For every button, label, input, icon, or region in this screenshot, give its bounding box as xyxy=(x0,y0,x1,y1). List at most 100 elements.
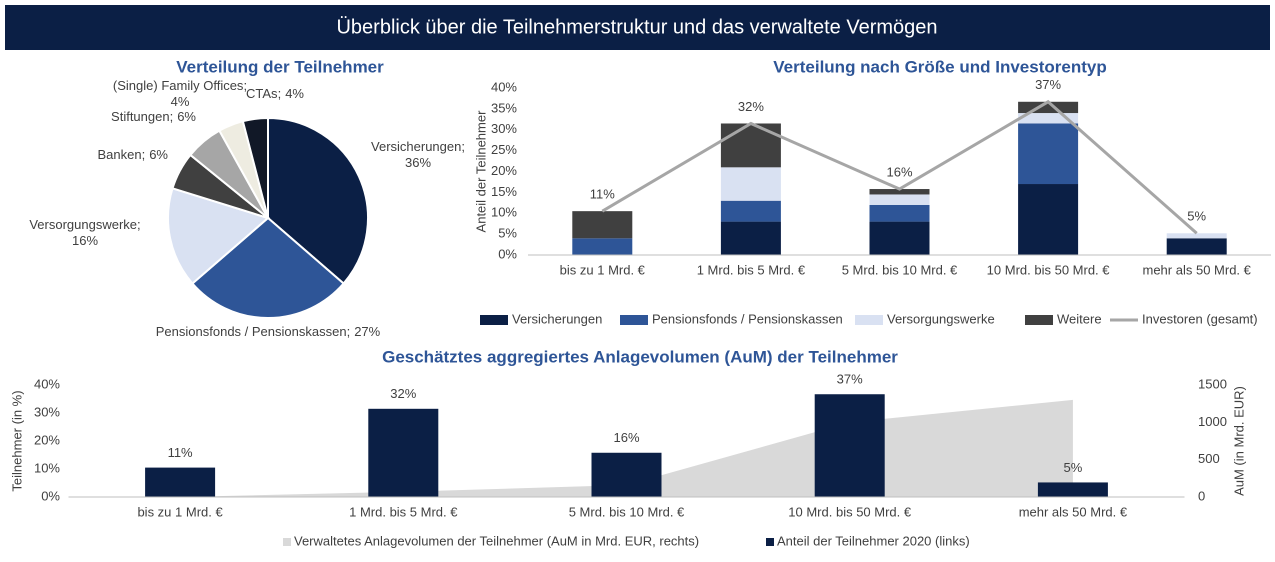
slice-value: 16% xyxy=(72,233,98,248)
y-axis-label: Teilnehmer (in %) xyxy=(9,390,24,491)
legend-swatch xyxy=(1025,315,1053,325)
data-label: 11% xyxy=(168,445,193,460)
y-axis-label: Anteil der Teilnehmer xyxy=(473,110,488,233)
data-label: 32% xyxy=(738,99,764,114)
slice-label: Versorgungswerke; 16% xyxy=(29,217,140,248)
slice-label: CTAs; 4% xyxy=(246,86,304,101)
data-label: 37% xyxy=(1035,77,1061,92)
bar xyxy=(368,408,439,497)
x-tick-label: bis zu 1 Mrd. € xyxy=(137,504,223,519)
legend-swatch xyxy=(855,315,883,325)
y-tick-label: 30% xyxy=(491,121,517,136)
bar xyxy=(720,200,781,222)
slice-value: 6% xyxy=(177,109,196,124)
header-title: Überblick über die Teilnehmerstruktur un… xyxy=(336,16,937,38)
y2-tick-label: 500 xyxy=(1198,451,1220,466)
slice-value: 27% xyxy=(354,324,380,339)
bar xyxy=(720,123,781,168)
bar xyxy=(814,394,885,497)
label-separator: ; xyxy=(137,217,141,232)
label-separator: ; xyxy=(278,86,282,101)
chart-title: Verteilung nach Größe und Investorentyp xyxy=(773,57,1106,76)
data-label: 5% xyxy=(1064,460,1083,475)
bar xyxy=(1018,184,1079,255)
y2-tick-label: 1000 xyxy=(1198,414,1227,429)
y-tick-label: 35% xyxy=(491,100,517,115)
slice-label: Banken; 6% xyxy=(97,147,168,162)
y-tick-label: 40% xyxy=(491,79,517,94)
legend-swatch xyxy=(620,315,648,325)
x-tick-label: 10 Mrd. bis 50 Mrd. € xyxy=(987,262,1111,277)
slice-label: (Single) Family Offices; 4% xyxy=(113,78,247,109)
data-label: 11% xyxy=(590,187,615,202)
x-tick-label: 10 Mrd. bis 50 Mrd. € xyxy=(788,504,912,519)
chart-title: Geschätztes aggregiertes Anlagevolumen (… xyxy=(382,347,898,366)
bar xyxy=(1018,113,1079,124)
data-label: 32% xyxy=(390,386,416,401)
x-tick-label: 1 Mrd. bis 5 Mrd. € xyxy=(349,504,458,519)
y2-axis-label: AuM (in Mrd. EUR) xyxy=(1231,386,1246,496)
legend-label: Weitere xyxy=(1057,311,1102,326)
y2-tick-label: 0 xyxy=(1198,488,1205,503)
bar xyxy=(1166,233,1227,239)
slice-value: 4% xyxy=(285,86,304,101)
y-tick-label: 20% xyxy=(491,163,517,178)
slice-category: Versicherungen xyxy=(371,139,461,154)
label-separator: ; xyxy=(142,147,146,162)
label-separator: ; xyxy=(347,324,351,339)
bar xyxy=(869,204,930,222)
pie-slice xyxy=(241,116,269,219)
y-tick-label: 10% xyxy=(34,460,60,475)
y2-tick-label: 1500 xyxy=(1198,376,1227,391)
y-tick-label: 0% xyxy=(41,488,60,503)
data-label: 37% xyxy=(837,372,863,387)
pie-slice xyxy=(191,216,345,319)
slice-label: Versicherungen; 36% xyxy=(371,139,465,170)
slice-label: Pensionsfonds / Pensionskassen; 27% xyxy=(156,324,381,339)
bar xyxy=(1018,123,1079,185)
line xyxy=(601,99,1198,235)
slice-category: (Single) Family Offices xyxy=(113,78,244,93)
x-tick-label: mehr als 50 Mrd. € xyxy=(1143,262,1252,277)
slice-category: Pensionsfonds / Pensionskassen xyxy=(156,324,347,339)
data-label: 16% xyxy=(613,430,639,445)
legend-swatch xyxy=(766,538,774,546)
y-tick-label: 15% xyxy=(491,184,517,199)
y-tick-label: 25% xyxy=(491,142,517,157)
legend-swatch xyxy=(480,315,508,325)
data-label: 16% xyxy=(886,164,912,179)
y-tick-label: 40% xyxy=(34,376,60,391)
y-tick-label: 5% xyxy=(498,226,517,241)
legend-label: Versicherungen xyxy=(512,311,602,326)
slice-category: CTAs xyxy=(246,86,278,101)
legend-label: Versorgungswerke xyxy=(887,311,995,326)
x-tick-label: 5 Mrd. bis 10 Mrd. € xyxy=(569,504,685,519)
legend-label: Anteil der Teilnehmer 2020 (links) xyxy=(777,533,970,548)
slice-label: Stiftungen; 6% xyxy=(111,109,196,124)
chart-title: Verteilung der Teilnehmer xyxy=(176,57,384,76)
slice-value: 4% xyxy=(171,94,190,109)
legend-label: Investoren (gesamt) xyxy=(1142,311,1258,326)
header-bar xyxy=(5,5,1270,50)
bar xyxy=(572,211,633,239)
y-tick-label: 20% xyxy=(34,432,60,447)
bar xyxy=(869,194,930,205)
y-tick-label: 0% xyxy=(498,246,517,261)
label-separator: ; xyxy=(461,139,465,154)
x-tick-label: 5 Mrd. bis 10 Mrd. € xyxy=(842,262,958,277)
legend-swatch xyxy=(283,538,291,546)
x-tick-label: mehr als 50 Mrd. € xyxy=(1019,504,1128,519)
bar xyxy=(720,167,781,201)
pie-slice xyxy=(167,187,271,285)
y-tick-label: 30% xyxy=(34,404,60,419)
bar xyxy=(720,221,781,255)
slice-value: 36% xyxy=(405,155,431,170)
bar xyxy=(1037,482,1108,497)
pie-slice xyxy=(267,116,369,285)
slice-category: Stiftungen xyxy=(111,109,170,124)
legend-label: Pensionsfonds / Pensionskassen xyxy=(652,311,843,326)
x-tick-label: bis zu 1 Mrd. € xyxy=(560,262,646,277)
slice-category: Banken xyxy=(97,147,141,162)
